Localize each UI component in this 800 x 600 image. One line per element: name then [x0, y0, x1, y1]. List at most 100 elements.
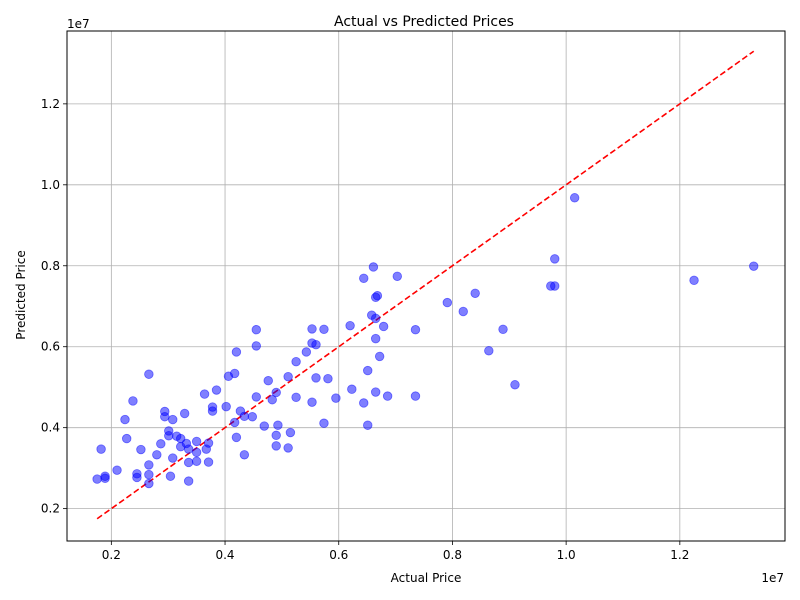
reference-line-segment: [96, 50, 755, 520]
data-point: [319, 324, 329, 335]
data-point: [370, 333, 381, 344]
x-tick-label: 1.0: [557, 548, 576, 562]
data-point: [510, 380, 520, 390]
x-tick-label: 0.4: [215, 548, 234, 562]
data-point: [410, 391, 421, 401]
data-point: [370, 313, 381, 324]
data-point: [230, 417, 240, 428]
data-point: [458, 306, 468, 317]
data-point: [331, 393, 341, 403]
data-point: [347, 384, 357, 394]
data-point: [152, 450, 162, 460]
y-tick-label: 0.6: [41, 340, 60, 354]
data-point: [259, 421, 269, 431]
data-point: [378, 321, 389, 332]
data-point: [271, 387, 281, 398]
grid-lines: [67, 31, 785, 541]
y-tick-label: 0.2: [41, 502, 60, 516]
data-point: [199, 389, 210, 399]
data-point: [410, 325, 421, 335]
data-point: [120, 414, 130, 425]
data-point: [231, 432, 242, 443]
data-point: [191, 456, 202, 466]
data-point: [370, 387, 381, 397]
data-point: [470, 288, 480, 298]
data-point: [112, 465, 122, 475]
data-point: [263, 376, 273, 386]
data-point: [749, 261, 759, 271]
data-point: [689, 275, 699, 286]
y-tick-label: 0.4: [41, 421, 60, 435]
data-point: [160, 412, 170, 422]
data-point: [271, 430, 281, 441]
data-point: [144, 460, 154, 470]
data-point: [363, 420, 373, 430]
data-point: [359, 273, 369, 284]
plot-frame: [66, 30, 786, 542]
y-tick-label: 1.0: [41, 178, 60, 192]
data-point: [203, 457, 214, 467]
data-point: [251, 325, 262, 335]
data-point: [392, 271, 402, 281]
data-point: [156, 439, 166, 449]
data-point: [239, 450, 250, 460]
x-tick-label: 1.2: [670, 548, 689, 562]
data-point: [374, 351, 385, 362]
data-point: [251, 392, 262, 402]
data-point: [368, 262, 379, 272]
data-point: [291, 392, 301, 403]
data-point: [128, 396, 138, 406]
data-point: [345, 320, 355, 331]
data-point: [96, 444, 106, 454]
data-point: [319, 418, 329, 428]
data-point: [363, 365, 373, 376]
data-point: [285, 427, 296, 438]
x-axis-label: Actual Price: [391, 571, 462, 585]
x-tick-label: 0.6: [329, 548, 348, 562]
data-point: [372, 291, 383, 301]
x-axis-offset-label: 1e7: [761, 571, 784, 585]
data-point: [132, 472, 142, 483]
data-point: [211, 385, 222, 395]
chart-title: Actual vs Predicted Prices: [334, 14, 514, 30]
data-point: [301, 347, 312, 357]
data-point: [121, 433, 132, 444]
data-points: [92, 193, 759, 489]
data-point: [239, 411, 250, 422]
data-point: [307, 397, 317, 407]
data-point: [168, 414, 178, 425]
data-point: [484, 346, 494, 356]
data-point: [183, 444, 194, 454]
y-tick-label: 1.2: [41, 97, 60, 111]
x-axis-ticks: 0.2 0.4 0.6 0.8 1.0 1.2: [102, 541, 689, 562]
data-point: [382, 391, 393, 401]
data-point: [271, 441, 281, 451]
data-point: [273, 420, 283, 430]
data-point: [144, 469, 154, 480]
data-point: [550, 254, 560, 264]
data-point: [311, 373, 321, 383]
x-tick-label: 0.8: [443, 548, 462, 562]
data-point: [191, 447, 202, 458]
x-tick-label: 0.2: [102, 548, 121, 562]
data-point: [100, 473, 110, 483]
data-point: [164, 431, 174, 441]
data-point: [191, 436, 202, 447]
data-point: [231, 347, 242, 357]
data-point: [359, 398, 369, 408]
data-point: [230, 368, 240, 379]
data-point: [136, 444, 146, 455]
data-point: [569, 193, 580, 203]
data-point: [442, 297, 453, 308]
data-point: [179, 408, 190, 419]
data-point: [144, 369, 154, 379]
data-point: [251, 341, 262, 351]
data-point: [183, 457, 194, 468]
data-point: [168, 453, 178, 463]
data-point: [283, 371, 293, 382]
y-axis-label: Predicted Price: [14, 250, 28, 339]
data-point: [144, 478, 154, 489]
data-point: [92, 474, 102, 484]
y-axis-offset-label: 1e7: [67, 17, 90, 31]
